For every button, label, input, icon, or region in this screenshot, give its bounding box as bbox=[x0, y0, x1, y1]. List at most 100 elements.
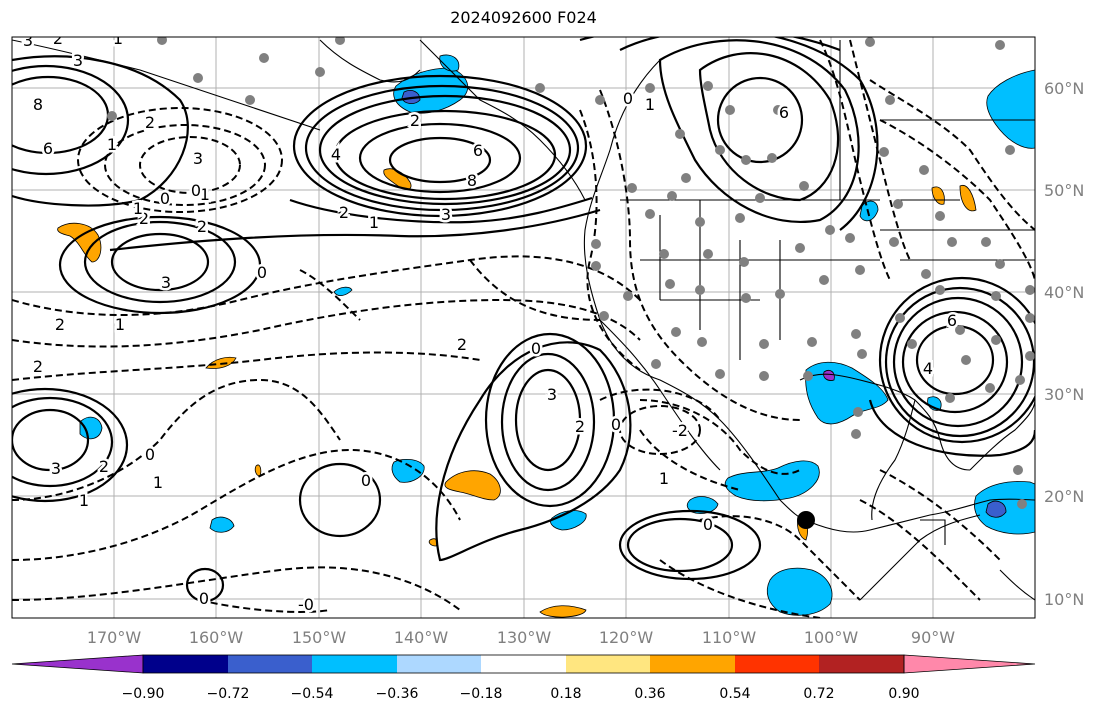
colorbar-bin bbox=[566, 655, 650, 673]
shade-purple bbox=[823, 370, 835, 381]
contour-label-halo: 1 bbox=[153, 473, 163, 492]
contour-label: 2 bbox=[55, 315, 65, 334]
contour-label: 0 bbox=[531, 339, 541, 358]
contour-label: 1 bbox=[369, 213, 379, 232]
contour-label: 2 bbox=[457, 335, 467, 354]
contour-label: 8 bbox=[467, 171, 477, 190]
colorbar-tick: −0.18 bbox=[460, 686, 503, 702]
contour-label: 1 bbox=[107, 135, 117, 154]
colorbar bbox=[11, 654, 1036, 674]
colorbar-frame bbox=[142, 654, 905, 674]
contour-label-halo: 1 bbox=[113, 29, 123, 48]
shade-blue bbox=[766, 567, 833, 616]
contour-label-halo: 8 bbox=[33, 95, 43, 114]
contour-label: 3 bbox=[547, 385, 557, 404]
contour-label: -0 bbox=[298, 595, 314, 614]
lat-label: 50°N bbox=[1044, 181, 1084, 200]
shade-blue bbox=[79, 416, 103, 440]
contour-label: 2 bbox=[99, 457, 109, 476]
contour-label: 1 bbox=[133, 199, 143, 218]
lon-label: 90°W bbox=[911, 628, 955, 647]
contour-label: 2 bbox=[33, 357, 43, 376]
contour-label-halo: 2 bbox=[575, 417, 585, 436]
contour-label: -1 bbox=[194, 185, 210, 204]
lat-label: 40°N bbox=[1044, 283, 1084, 302]
shade-blue bbox=[391, 458, 425, 483]
contour-label: 1 bbox=[113, 29, 123, 48]
contour-label: 6 bbox=[43, 139, 53, 158]
contour-label: 0 bbox=[703, 515, 713, 534]
contour-label: 0 bbox=[361, 471, 371, 490]
contour-label-halo: 0 bbox=[611, 415, 621, 434]
colorbar-extend-max bbox=[903, 654, 1036, 674]
colorbar-bin bbox=[397, 655, 481, 673]
contour-label-halo: -0 bbox=[298, 595, 314, 614]
shaded-regions bbox=[57, 54, 1035, 618]
colorbar-bin bbox=[312, 655, 397, 673]
contour-label-halo: 0 bbox=[531, 339, 541, 358]
lon-label: 100°W bbox=[804, 628, 859, 647]
negative-contours bbox=[12, 39, 1035, 618]
contour-label-halo: 6 bbox=[947, 311, 957, 330]
plot-frame bbox=[11, 36, 1036, 619]
contour-label: 3 bbox=[161, 273, 171, 292]
colorbar-bin bbox=[143, 655, 228, 673]
contour-label-halo: 2 bbox=[339, 203, 349, 222]
contour-label: 6 bbox=[947, 311, 957, 330]
contour-label-halo: 2 bbox=[145, 113, 155, 132]
shade-orange bbox=[57, 222, 102, 263]
contour-label-halo: 6 bbox=[473, 141, 483, 160]
shade-blue bbox=[209, 516, 235, 533]
lon-label: 120°W bbox=[599, 628, 654, 647]
contour-label-halo: 1 bbox=[645, 95, 655, 114]
contour-label-halo: 0 bbox=[191, 181, 201, 200]
contour-label-halo: -1 bbox=[194, 185, 210, 204]
shade-blue bbox=[986, 69, 1035, 149]
contour-label: 0 bbox=[145, 445, 155, 464]
colorbar-tick: 0.90 bbox=[888, 686, 919, 702]
contour-label-halo: 2 bbox=[197, 217, 207, 236]
contour-label: 3 bbox=[441, 205, 451, 224]
colorbar-bin bbox=[481, 655, 566, 673]
contour-label-halo: 0 bbox=[361, 471, 371, 490]
contour-label-halo: 4 bbox=[923, 359, 933, 378]
contour-label-halo: 2 bbox=[99, 457, 109, 476]
colorbar-tick: 0.54 bbox=[719, 686, 750, 702]
contour-label-halo: 1 bbox=[659, 469, 669, 488]
contour-label: 2 bbox=[53, 29, 63, 48]
colorbar-tick: −0.54 bbox=[291, 686, 334, 702]
contour-label-halo: 0 bbox=[257, 263, 267, 282]
contour-label: 6 bbox=[473, 141, 483, 160]
lat-label: 10°N bbox=[1044, 590, 1084, 609]
contour-label: 3 bbox=[73, 51, 83, 70]
colorbar-bin bbox=[228, 655, 312, 673]
station-dots bbox=[107, 37, 1035, 509]
contour-label: 0 bbox=[623, 89, 633, 108]
colorbar-tick: −0.72 bbox=[207, 686, 250, 702]
contour-label-halo: 0 bbox=[160, 189, 170, 208]
shade-orange bbox=[444, 470, 501, 501]
colorbar-extend-min bbox=[11, 654, 144, 674]
contour-label: 3 bbox=[23, 31, 33, 50]
contour-label: 6 bbox=[779, 103, 789, 122]
contour-label-halo: 4 bbox=[331, 145, 341, 164]
contour-label: 2 bbox=[575, 417, 585, 436]
contour-label: 0 bbox=[611, 415, 621, 434]
contour-label: -2 bbox=[672, 421, 688, 440]
contour-label-halo: 3 bbox=[73, 51, 83, 70]
contour-label-halo: 2 bbox=[457, 335, 467, 354]
contour-label-halo: 2 bbox=[33, 357, 43, 376]
contour-label-halo: 3 bbox=[51, 459, 61, 478]
colorbar-tick: 0.18 bbox=[550, 686, 581, 702]
shade-orange bbox=[959, 184, 977, 212]
lon-label: 140°W bbox=[394, 628, 449, 647]
shade-midblue bbox=[985, 500, 1007, 518]
shade-orange bbox=[539, 605, 587, 618]
contour-label-halo: 1 bbox=[133, 199, 143, 218]
contour-label-halo: 6 bbox=[43, 139, 53, 158]
shade-blue bbox=[859, 200, 879, 222]
lon-label: 130°W bbox=[497, 628, 552, 647]
contour-label-halo: 0 bbox=[145, 445, 155, 464]
contour-label-halo: 6 bbox=[779, 103, 789, 122]
longitude-labels: 170°W 160°W 150°W 140°W 130°W 120°W 110°… bbox=[87, 628, 955, 647]
